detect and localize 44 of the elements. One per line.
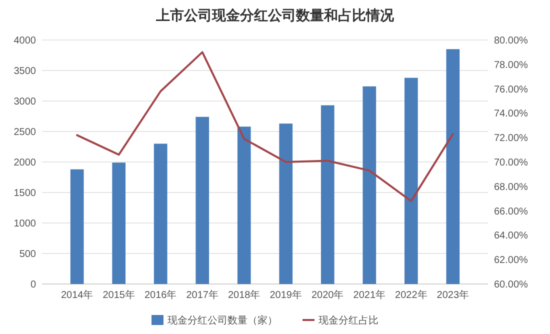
y2-tick-label: 64.00% — [494, 230, 528, 242]
x-tick-label: 2018年 — [228, 289, 260, 301]
y2-tick-label: 68.00% — [494, 182, 528, 193]
legend-label: 现金分红公司数量（家） — [168, 314, 278, 326]
y-tick-label: 2000 — [14, 158, 36, 168]
bar — [320, 105, 334, 284]
x-tick-label: 2020年 — [312, 289, 344, 301]
legend-label: 现金分红占比 — [318, 314, 378, 326]
y2-tick-label: 80.00% — [494, 36, 528, 46]
bar — [112, 162, 126, 284]
bar — [446, 49, 460, 284]
line-series — [76, 51, 454, 202]
bar — [237, 126, 251, 284]
y-tick-label: 3500 — [14, 66, 36, 77]
y2-tick-label: 72.00% — [494, 133, 528, 144]
y2-tick-label: 78.00% — [494, 60, 528, 71]
y-tick-label: 1500 — [14, 188, 36, 199]
y-tick-label: 3000 — [14, 96, 36, 108]
y-tick-label: 4000 — [14, 36, 36, 46]
bar — [279, 124, 293, 284]
y2-tick-label: 66.00% — [494, 206, 528, 218]
x-tick-label: 2022年 — [395, 289, 428, 301]
y2-tick-label: 62.00% — [494, 255, 528, 266]
y-tick-label: 0 — [30, 280, 36, 290]
bar — [196, 116, 210, 284]
y-tick-label: 500 — [19, 249, 36, 260]
bar — [70, 169, 84, 284]
bar — [362, 86, 376, 284]
x-tick-label: 2023年 — [436, 289, 470, 301]
y-tick-label: 2500 — [14, 127, 36, 138]
x-tick-label: 2019年 — [270, 289, 302, 301]
x-tick-label: 2014年 — [60, 289, 94, 301]
chart-title: 上市公司现金分红公司数量和占比情况 — [155, 7, 395, 23]
x-tick-label: 2021年 — [353, 289, 386, 301]
bar — [154, 144, 168, 284]
x-tick-label: 2017年 — [186, 289, 218, 301]
x-tick-label: 2016年 — [144, 289, 177, 301]
x-tick-label: 2015年 — [102, 289, 135, 301]
y2-tick-label: 60.00% — [494, 280, 528, 290]
y2-tick-label: 74.00% — [494, 108, 528, 120]
y2-tick-label: 76.00% — [494, 84, 528, 96]
y2-tick-label: 70.00% — [494, 158, 528, 168]
bar — [404, 78, 418, 284]
y-tick-label: 1000 — [14, 218, 36, 230]
